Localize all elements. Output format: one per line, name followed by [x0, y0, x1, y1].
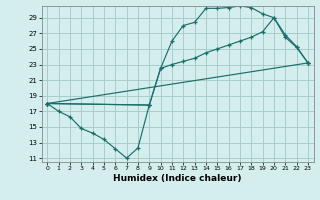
X-axis label: Humidex (Indice chaleur): Humidex (Indice chaleur) — [113, 174, 242, 183]
